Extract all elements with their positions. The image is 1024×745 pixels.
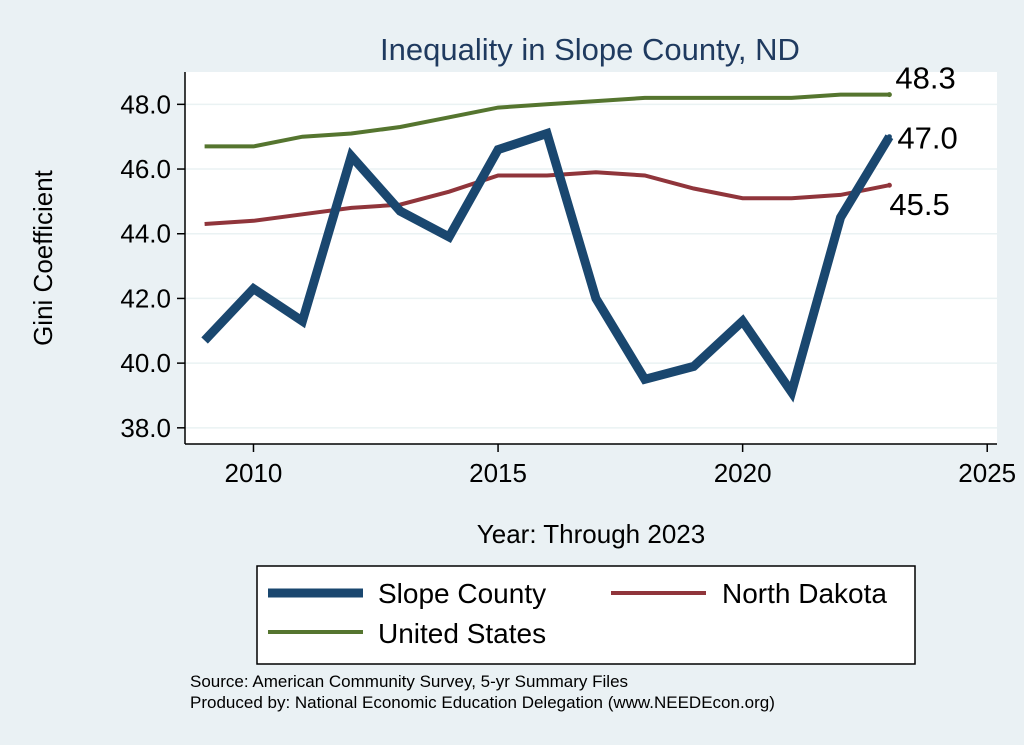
chart-title: Inequality in Slope County, ND — [380, 32, 800, 67]
legend-label-united-states: United States — [378, 618, 546, 649]
plot-area — [185, 72, 997, 444]
y-tick-label: 42.0 — [120, 283, 171, 313]
x-axis-label: Year: Through 2023 — [477, 519, 705, 549]
x-tick-label: 2015 — [469, 458, 527, 488]
legend: Slope County North Dakota United States — [256, 565, 916, 665]
grid-lines — [185, 103, 997, 429]
end-label-slope-county: 47.0 — [897, 121, 957, 156]
y-tick-label: 40.0 — [120, 348, 171, 378]
source-note: Source: American Community Survey, 5-yr … — [190, 672, 628, 691]
series-line-slope-county — [201, 127, 894, 403]
y-axis: 38.0 40.0 42.0 44.0 46.0 48.0 — [120, 89, 185, 443]
series-end-point-united-states — [886, 92, 892, 98]
x-tick-label: 2025 — [958, 458, 1016, 488]
producer-note: Produced by: National Economic Education… — [190, 693, 775, 712]
y-tick-label: 46.0 — [120, 154, 171, 184]
end-label-north-dakota: 45.5 — [889, 187, 949, 222]
legend-box — [256, 565, 916, 665]
x-tick-label: 2020 — [714, 458, 772, 488]
series-end-point-north-dakota — [886, 182, 892, 188]
y-tick-label: 44.0 — [120, 219, 171, 249]
y-tick-label: 38.0 — [120, 413, 171, 443]
end-labels: 47.0 45.5 48.3 — [889, 61, 957, 223]
y-tick-label: 48.0 — [120, 89, 171, 119]
y-axis-label: Gini Coefficient — [28, 169, 58, 346]
legend-label-north-dakota: North Dakota — [722, 578, 887, 609]
legend-label-slope-county: Slope County — [378, 578, 546, 609]
series-line-united-states — [204, 92, 890, 149]
series-line-north-dakota — [204, 170, 890, 226]
x-axis: 2010 2015 2020 2025 — [225, 444, 1016, 488]
series-group — [201, 92, 894, 403]
x-tick-label: 2010 — [225, 458, 283, 488]
series-end-point-slope-county — [886, 134, 892, 140]
end-label-united-states: 48.3 — [895, 61, 955, 96]
